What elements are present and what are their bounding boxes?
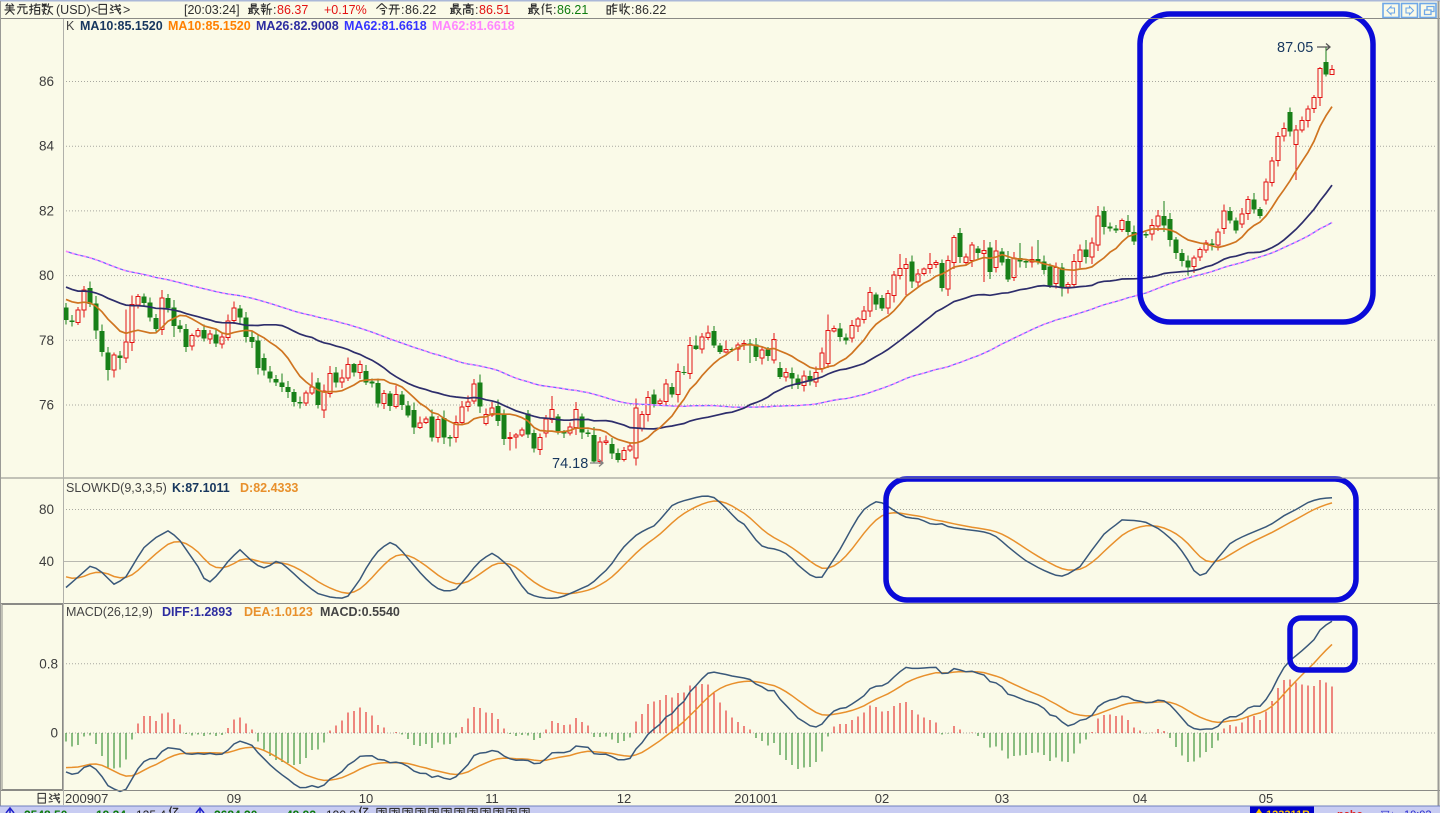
svg-text:82: 82 — [39, 203, 54, 218]
svg-text:86.51: 86.51 — [479, 3, 510, 17]
svg-text:DEA:1.0123: DEA:1.0123 — [244, 605, 313, 619]
svg-text:04: 04 — [1133, 791, 1147, 806]
svg-text:86: 86 — [39, 74, 54, 89]
svg-text:86.21: 86.21 — [557, 3, 588, 17]
svg-text:K: K — [66, 19, 75, 33]
svg-text:10: 10 — [359, 791, 373, 806]
svg-text::: : — [401, 3, 404, 17]
svg-text:125.4: 125.4 — [136, 808, 166, 813]
svg-text:74.18: 74.18 — [552, 456, 588, 472]
svg-text:49.92: 49.92 — [286, 808, 316, 813]
svg-text:MACD:0.5540: MACD:0.5540 — [320, 605, 400, 619]
svg-text:+0.17%: +0.17% — [324, 3, 367, 17]
svg-text:MA26:82.9008: MA26:82.9008 — [256, 19, 339, 33]
svg-text:03: 03 — [995, 791, 1009, 806]
svg-text:MA10:85.1520: MA10:85.1520 — [168, 19, 251, 33]
svg-text:40: 40 — [39, 554, 54, 569]
svg-text:0: 0 — [50, 726, 58, 741]
svg-text:K:87.1011: K:87.1011 — [172, 481, 230, 495]
svg-text::: : — [631, 3, 634, 17]
svg-text:78: 78 — [39, 333, 54, 348]
svg-text:[20:03:24]: [20:03:24] — [184, 3, 240, 17]
svg-text:05: 05 — [1259, 791, 1273, 806]
svg-text:>: > — [123, 3, 130, 17]
svg-text:D:82.4333: D:82.4333 — [240, 481, 298, 495]
svg-text:DIFF:1.2893: DIFF:1.2893 — [162, 605, 232, 619]
svg-text:80: 80 — [39, 502, 54, 517]
svg-text::: : — [553, 3, 556, 17]
svg-text:2684.30: 2684.30 — [214, 808, 258, 813]
svg-text:86.37: 86.37 — [277, 3, 308, 17]
svg-text::: : — [273, 3, 276, 17]
svg-text:11: 11 — [485, 791, 499, 806]
svg-text:MA62:81.6618: MA62:81.6618 — [344, 19, 427, 33]
svg-text:86.22: 86.22 — [405, 3, 436, 17]
svg-text:MA10:85.1520: MA10:85.1520 — [80, 19, 163, 33]
svg-text:86.22: 86.22 — [635, 3, 666, 17]
svg-text:MACD(26,12,9): MACD(26,12,9) — [66, 605, 153, 619]
svg-text:MA62:81.6618: MA62:81.6618 — [432, 19, 515, 33]
svg-text:123311B: 123311B — [1266, 809, 1310, 813]
svg-text:201001: 201001 — [734, 791, 777, 806]
svg-text::: : — [475, 3, 478, 17]
svg-text:76: 76 — [39, 398, 54, 413]
svg-text:87.05: 87.05 — [1277, 40, 1313, 56]
svg-text:02: 02 — [875, 791, 889, 806]
svg-text:nahc: nahc — [1337, 809, 1363, 813]
svg-text:10:02: 10:02 — [1404, 809, 1432, 813]
svg-text:2548.50: 2548.50 — [24, 808, 68, 813]
svg-text:09: 09 — [227, 791, 241, 806]
svg-text:12: 12 — [617, 791, 631, 806]
svg-text:80: 80 — [39, 268, 54, 283]
svg-text:▽↓: ▽↓ — [1381, 809, 1395, 813]
svg-text:19.24: 19.24 — [96, 808, 126, 813]
svg-text:(USD)<: (USD)< — [56, 3, 98, 17]
svg-text:84: 84 — [39, 139, 55, 154]
svg-text:200907: 200907 — [65, 791, 108, 806]
svg-text:190.3: 190.3 — [326, 808, 356, 813]
svg-text:0.8: 0.8 — [39, 656, 58, 671]
svg-text:SLOWKD(9,3,3,5): SLOWKD(9,3,3,5) — [66, 481, 167, 495]
